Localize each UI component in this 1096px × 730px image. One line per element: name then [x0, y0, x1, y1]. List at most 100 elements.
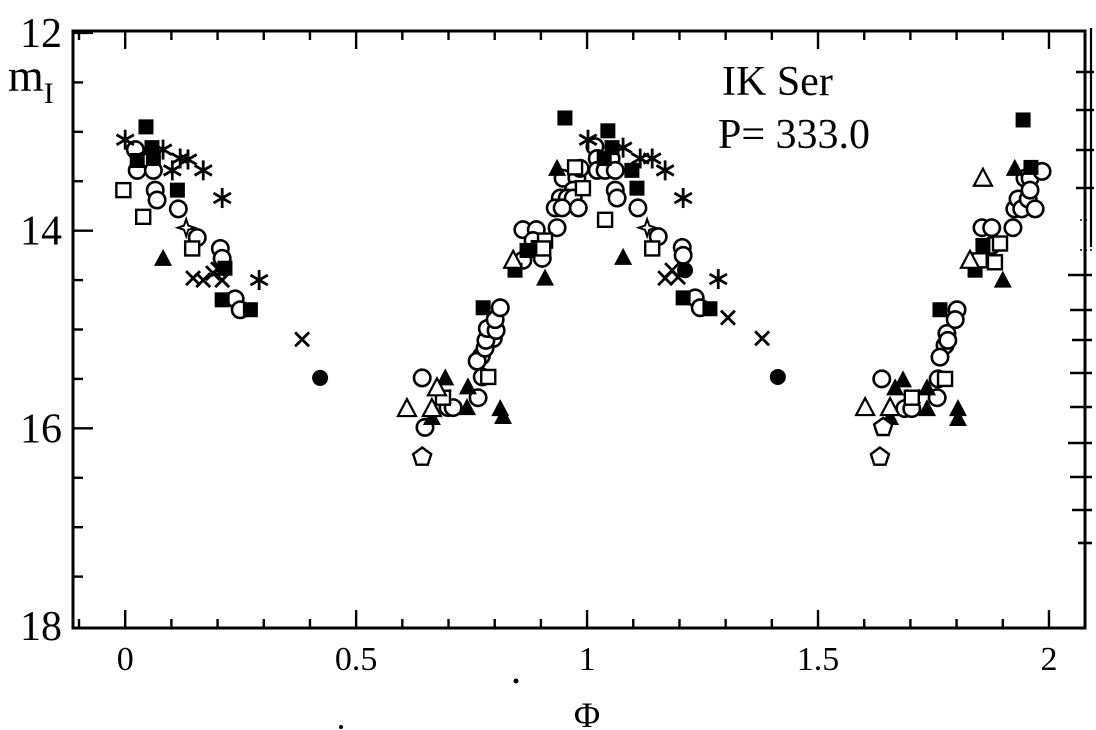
stray-dot-artifact [513, 678, 519, 684]
data-points [115, 110, 1052, 466]
filled-circle-marker [312, 369, 329, 386]
open-triangle-marker [396, 396, 418, 418]
filled-square-marker [138, 119, 154, 135]
open-star-marker [174, 216, 198, 240]
open-triangle-marker [854, 395, 876, 417]
y-tick-label: 18 [20, 604, 62, 650]
open-circle-marker [490, 298, 510, 318]
stray-dot-artifact [339, 725, 343, 729]
open-square-marker [115, 181, 132, 199]
x-tick-label: 1.5 [797, 641, 840, 678]
chart-title: IK Ser [722, 59, 833, 105]
open-circle-marker [412, 368, 432, 388]
open-square-marker [183, 240, 201, 257]
open-circle-marker [930, 347, 950, 367]
open-circle-marker [938, 330, 958, 350]
y-axis-title: mI [8, 50, 54, 110]
open-circle-marker [568, 198, 588, 218]
x-tick-label: 1 [579, 641, 596, 678]
asterisk-marker [642, 148, 662, 169]
cross-marker [214, 272, 231, 289]
open-triangle-marker [972, 166, 994, 187]
y-tick-label: 14 [20, 209, 62, 255]
asterisk-marker [193, 160, 213, 181]
open-circle-marker [605, 160, 625, 180]
filled-circle-marker [677, 262, 694, 279]
asterisk-marker [708, 269, 728, 290]
filled-square-marker [629, 180, 645, 196]
y-tick-label: 16 [20, 406, 62, 452]
filled-square-marker [596, 151, 612, 167]
open-circle-marker [547, 218, 567, 238]
asterisk-marker [153, 139, 173, 160]
asterisk-marker [178, 149, 198, 170]
filled-square-marker [214, 292, 230, 308]
open-triangle-marker [959, 248, 981, 269]
open-circle-marker [1025, 199, 1045, 219]
open-square-marker [903, 389, 920, 406]
x-tick-label: 2 [1040, 641, 1057, 678]
open-circle-marker [673, 245, 693, 265]
filled-square-marker [975, 237, 991, 253]
filled-triangle-marker [548, 158, 567, 176]
cross-marker [210, 261, 227, 278]
open-square-marker [574, 179, 592, 197]
open-star-marker [635, 216, 659, 240]
cross-marker [195, 272, 212, 289]
cross-marker [719, 309, 736, 326]
x-tick-label: 0 [117, 641, 134, 678]
chart-subtitle: P= 333.0 [718, 112, 870, 158]
filled-triangle-marker [458, 377, 477, 395]
open-circle-marker [552, 198, 572, 218]
filled-triangle-marker [614, 247, 633, 265]
filled-square-marker [1015, 112, 1031, 128]
filled-triangle-marker [918, 399, 937, 417]
open-circle-marker [628, 198, 648, 218]
open-circle-marker [945, 310, 965, 330]
filled-square-marker [475, 300, 491, 316]
open-pentagon-marker [869, 446, 891, 466]
open-square-marker [596, 211, 614, 228]
open-circle-marker [168, 199, 188, 219]
asterisk-marker [249, 270, 269, 291]
asterisk-marker [578, 129, 598, 150]
filled-square-marker [1023, 159, 1039, 175]
filled-square-marker [624, 162, 640, 178]
open-triangle-marker [426, 375, 448, 397]
asterisk-marker [673, 188, 693, 209]
cross-marker [754, 330, 771, 347]
filled-square-marker [129, 152, 145, 168]
filled-square-marker [675, 290, 691, 306]
open-circle-marker [147, 190, 167, 210]
open-circle-marker [872, 369, 892, 389]
filled-triangle-marker [494, 406, 513, 424]
open-circle-marker [1020, 180, 1040, 200]
filled-square-marker [169, 182, 185, 198]
open-circle-marker [1003, 218, 1023, 238]
filled-triangle-marker [993, 270, 1012, 288]
asterisk-marker [115, 129, 135, 150]
filled-square-marker [242, 302, 258, 318]
filled-triangle-marker [894, 370, 913, 388]
open-square-marker [991, 235, 1009, 252]
x-axis-title: Φ [574, 695, 600, 730]
filled-square-marker [702, 301, 718, 317]
asterisk-marker [212, 188, 232, 209]
asterisk-marker [655, 160, 675, 181]
open-square-marker [535, 240, 552, 257]
axis-labels: IK Ser P= 333.0 Φ mI [8, 50, 870, 730]
open-square-marker [936, 370, 954, 388]
filled-square-marker [145, 151, 161, 167]
cross-marker [294, 331, 311, 348]
filled-triangle-marker [948, 399, 967, 417]
asterisk-marker [613, 137, 633, 158]
scan-artifacts [339, 28, 1095, 729]
open-square-marker [644, 240, 661, 257]
filled-square-marker [557, 110, 573, 126]
open-square-marker [986, 254, 1004, 271]
open-pentagon-marker [411, 446, 433, 466]
open-square-marker [135, 208, 152, 226]
